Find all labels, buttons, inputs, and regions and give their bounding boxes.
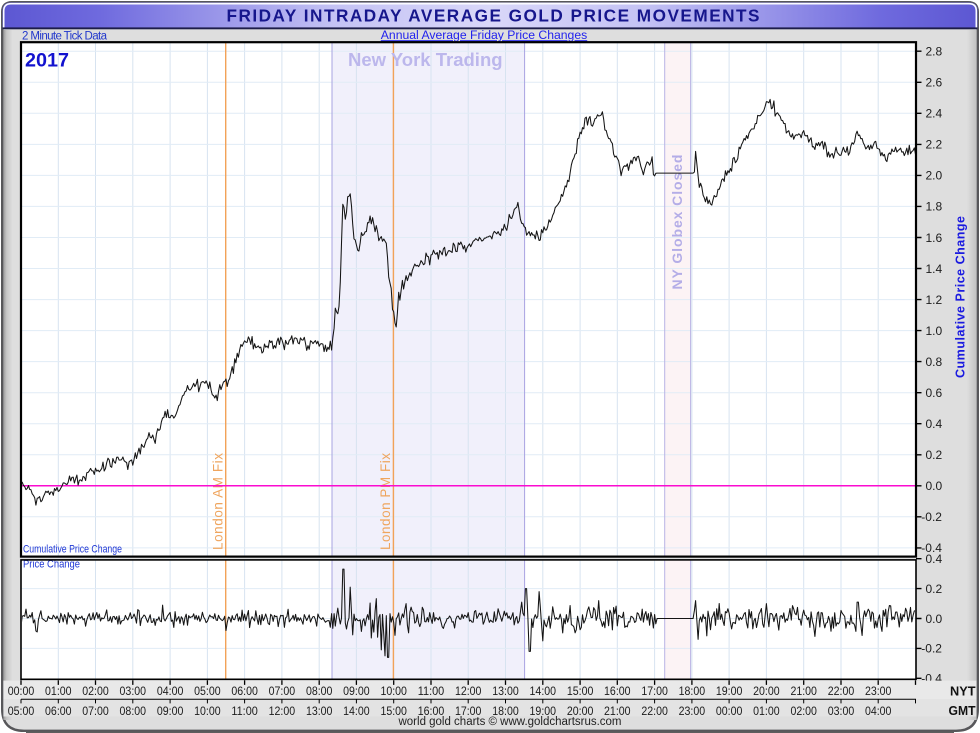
- svg-text:16:00: 16:00: [604, 684, 631, 698]
- svg-text:03:00: 03:00: [120, 684, 147, 698]
- svg-text:08:00: 08:00: [306, 684, 333, 698]
- svg-text:-0.2: -0.2: [921, 642, 942, 656]
- svg-text:London PM Fix: London PM Fix: [378, 453, 393, 550]
- svg-text:19:00: 19:00: [716, 684, 743, 698]
- svg-text:21:00: 21:00: [790, 684, 817, 698]
- svg-text:2.0: 2.0: [926, 169, 943, 183]
- svg-text:Price Change: Price Change: [23, 559, 80, 571]
- svg-text:0.8: 0.8: [926, 355, 943, 369]
- svg-text:16:00: 16:00: [418, 704, 445, 718]
- svg-text:02:00: 02:00: [82, 684, 109, 698]
- svg-text:GMT: GMT: [949, 703, 976, 718]
- svg-text:1.4: 1.4: [926, 262, 943, 276]
- svg-text:2.4: 2.4: [926, 107, 943, 121]
- svg-text:21:00: 21:00: [604, 704, 631, 718]
- svg-text:0.4: 0.4: [926, 417, 943, 431]
- svg-text:Annual Average Friday Price Ch: Annual Average Friday Price Changes: [381, 28, 587, 42]
- svg-text:02:00: 02:00: [790, 704, 817, 718]
- svg-text:0.0: 0.0: [926, 612, 943, 626]
- svg-text:00:00: 00:00: [8, 684, 35, 698]
- svg-text:2.8: 2.8: [926, 45, 943, 59]
- svg-text:05:00: 05:00: [194, 684, 221, 698]
- svg-text:2017: 2017: [25, 50, 69, 72]
- svg-text:14:00: 14:00: [343, 704, 370, 718]
- svg-text:17:00: 17:00: [455, 704, 482, 718]
- svg-text:04:00: 04:00: [865, 704, 892, 718]
- svg-text:09:00: 09:00: [343, 684, 370, 698]
- svg-text:22:00: 22:00: [828, 684, 855, 698]
- svg-text:10:00: 10:00: [380, 684, 407, 698]
- svg-text:06:00: 06:00: [231, 684, 258, 698]
- svg-text:20:00: 20:00: [567, 704, 594, 718]
- svg-text:09:00: 09:00: [157, 704, 184, 718]
- svg-text:00:00: 00:00: [716, 704, 743, 718]
- svg-text:17:00: 17:00: [641, 684, 668, 698]
- svg-text:13:00: 13:00: [492, 684, 519, 698]
- svg-text:2 Minute Tick Data: 2 Minute Tick Data: [22, 30, 108, 42]
- svg-text:15:00: 15:00: [567, 684, 594, 698]
- svg-text:world gold charts © www.goldch: world gold charts © www.goldchartsrus.co…: [398, 716, 622, 728]
- svg-text:13:00: 13:00: [306, 704, 333, 718]
- svg-text:08:00: 08:00: [120, 704, 147, 718]
- svg-text:07:00: 07:00: [82, 704, 109, 718]
- svg-text:14:00: 14:00: [530, 684, 557, 698]
- svg-text:23:00: 23:00: [865, 684, 892, 698]
- svg-text:01:00: 01:00: [753, 704, 780, 718]
- svg-text:07:00: 07:00: [269, 684, 296, 698]
- svg-text:23:00: 23:00: [679, 704, 706, 718]
- svg-text:04:00: 04:00: [157, 684, 184, 698]
- svg-text:1.6: 1.6: [926, 231, 943, 245]
- svg-text:2.2: 2.2: [926, 138, 943, 152]
- svg-text:20:00: 20:00: [753, 684, 780, 698]
- svg-text:-0.2: -0.2: [921, 510, 942, 524]
- svg-text:03:00: 03:00: [828, 704, 855, 718]
- svg-text:Cumulative Price Change: Cumulative Price Change: [954, 216, 968, 378]
- svg-text:18:00: 18:00: [492, 704, 519, 718]
- svg-text:London AM Fix: London AM Fix: [211, 453, 226, 550]
- svg-text:06:00: 06:00: [45, 704, 72, 718]
- svg-text:11:00: 11:00: [231, 704, 258, 718]
- svg-text:0.2: 0.2: [926, 582, 943, 596]
- svg-text:05:00: 05:00: [8, 704, 35, 718]
- svg-text:-0.4: -0.4: [921, 541, 942, 555]
- svg-text:1.8: 1.8: [926, 200, 943, 214]
- svg-text:0.2: 0.2: [926, 448, 943, 462]
- svg-text:15:00: 15:00: [380, 704, 407, 718]
- svg-text:New York Trading: New York Trading: [348, 49, 503, 70]
- svg-text:0.0: 0.0: [926, 479, 943, 493]
- svg-text:18:00: 18:00: [679, 684, 706, 698]
- svg-text:1.0: 1.0: [926, 324, 943, 338]
- svg-text:22:00: 22:00: [641, 704, 668, 718]
- svg-text:01:00: 01:00: [45, 684, 72, 698]
- svg-text:11:00: 11:00: [418, 684, 445, 698]
- svg-text:NYT: NYT: [950, 684, 976, 699]
- svg-text:0.6: 0.6: [926, 386, 943, 400]
- svg-text:12:00: 12:00: [455, 684, 482, 698]
- svg-text:19:00: 19:00: [530, 704, 557, 718]
- svg-text:FRIDAY INTRADAY AVERAGE GOLD P: FRIDAY INTRADAY AVERAGE GOLD PRICE MOVEM…: [227, 5, 760, 25]
- svg-text:NY Globex Closed: NY Globex Closed: [669, 155, 685, 290]
- svg-text:Cumulative Price Change: Cumulative Price Change: [23, 544, 122, 556]
- svg-text:1.2: 1.2: [926, 293, 943, 307]
- svg-text:0.4: 0.4: [926, 552, 943, 566]
- svg-text:12:00: 12:00: [269, 704, 296, 718]
- svg-text:2.6: 2.6: [926, 76, 943, 90]
- svg-text:10:00: 10:00: [194, 704, 221, 718]
